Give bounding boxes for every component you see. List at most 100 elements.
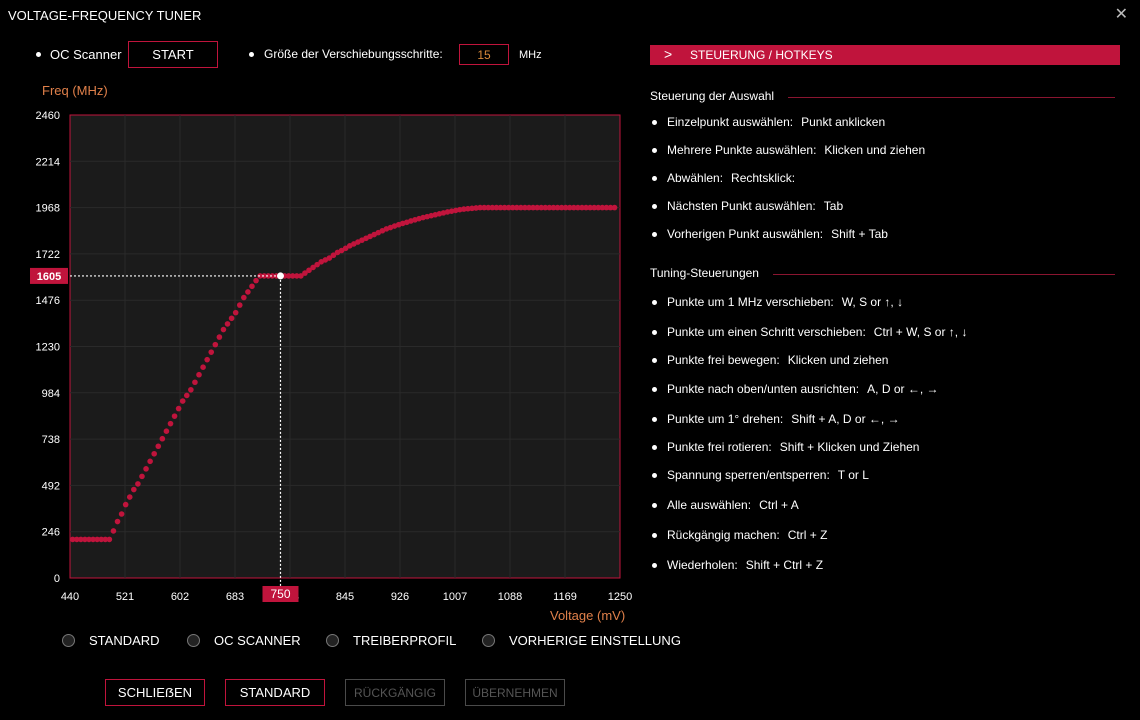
curve-point[interactable]: [249, 283, 255, 290]
curve-point[interactable]: [151, 450, 157, 457]
curve-point[interactable]: [269, 273, 276, 279]
curve-point[interactable]: [78, 536, 84, 543]
curve-point[interactable]: [338, 247, 345, 254]
curve-point[interactable]: [289, 273, 296, 279]
curve-point[interactable]: [587, 204, 593, 211]
curve-point[interactable]: [126, 494, 133, 500]
curve-point[interactable]: [224, 321, 231, 327]
curve-point[interactable]: [505, 204, 512, 211]
curve-point[interactable]: [530, 204, 536, 211]
curve-point[interactable]: [550, 204, 557, 211]
curve-point[interactable]: [497, 204, 504, 211]
curve-point[interactable]: [241, 294, 247, 301]
curve-point[interactable]: [179, 398, 186, 404]
curve-point[interactable]: [86, 536, 92, 543]
curve-point[interactable]: [469, 205, 475, 212]
preset-radio[interactable]: [326, 634, 339, 647]
curve-point[interactable]: [159, 435, 166, 442]
preset-radio[interactable]: [187, 634, 200, 647]
curve-point[interactable]: [298, 273, 304, 279]
curve-point[interactable]: [265, 273, 272, 279]
curve-point[interactable]: [106, 536, 113, 543]
curve-point[interactable]: [183, 392, 190, 399]
curve-point[interactable]: [330, 252, 337, 259]
curve-point[interactable]: [326, 255, 333, 261]
curve-point[interactable]: [481, 204, 487, 211]
curve-point[interactable]: [485, 204, 492, 211]
curve-point[interactable]: [122, 501, 129, 508]
curve-point[interactable]: [135, 481, 141, 487]
curve-point[interactable]: [196, 371, 202, 378]
curve-point[interactable]: [236, 302, 243, 308]
hotkeys-panel-header[interactable]: > STEUERUNG / HOTKEYS: [650, 45, 1120, 65]
curve-point[interactable]: [245, 289, 251, 295]
curve-point[interactable]: [253, 277, 259, 284]
curve-point[interactable]: [546, 204, 553, 211]
close-icon[interactable]: ✕: [1114, 6, 1128, 23]
curve-point[interactable]: [465, 205, 471, 212]
curve-point[interactable]: [90, 536, 96, 543]
curve-point[interactable]: [558, 204, 565, 211]
curve-point[interactable]: [501, 204, 508, 211]
curve-point[interactable]: [493, 204, 500, 211]
curve-point[interactable]: [257, 273, 263, 279]
curve-point[interactable]: [163, 428, 170, 434]
curve-point[interactable]: [342, 245, 349, 252]
curve-point[interactable]: [473, 205, 479, 211]
curve-point[interactable]: [204, 356, 210, 363]
curve-point[interactable]: [522, 204, 528, 211]
curve-point[interactable]: [599, 204, 606, 211]
preset-label[interactable]: TREIBERPROFIL: [353, 633, 457, 648]
curve-point[interactable]: [131, 486, 137, 493]
curve-point[interactable]: [110, 528, 117, 534]
selected-point[interactable]: [276, 272, 284, 280]
curve-point[interactable]: [571, 204, 577, 211]
step-size-input[interactable]: 15: [459, 44, 509, 65]
curve-point[interactable]: [477, 204, 483, 211]
curve-point[interactable]: [526, 204, 532, 211]
curve-point[interactable]: [192, 379, 198, 386]
curve-point[interactable]: [200, 364, 206, 371]
curve-point[interactable]: [293, 273, 300, 279]
curve-point[interactable]: [212, 341, 219, 348]
curve-point[interactable]: [114, 518, 121, 525]
curve-point[interactable]: [509, 204, 516, 211]
curve-point[interactable]: [518, 204, 524, 211]
curve-point[interactable]: [611, 204, 618, 211]
curve-point[interactable]: [579, 204, 585, 211]
curve-point[interactable]: [583, 204, 589, 211]
curve-point[interactable]: [98, 536, 105, 543]
preset-radio[interactable]: [62, 634, 75, 647]
curve-point[interactable]: [82, 536, 88, 543]
curve-point[interactable]: [534, 204, 540, 211]
curve-point[interactable]: [562, 204, 569, 211]
curve-point[interactable]: [208, 349, 215, 355]
curve-point[interactable]: [554, 204, 561, 211]
curve-point[interactable]: [302, 270, 308, 276]
curve-point[interactable]: [566, 204, 573, 211]
curve-point[interactable]: [306, 267, 312, 274]
preset-label[interactable]: STANDARD: [89, 633, 160, 648]
curve-point[interactable]: [94, 536, 100, 543]
curve-point[interactable]: [607, 204, 614, 211]
curve-point[interactable]: [73, 536, 80, 543]
curve-point[interactable]: [139, 473, 145, 480]
curve-point[interactable]: [220, 326, 227, 333]
apply-button[interactable]: ÜBERNEHMEN: [465, 679, 565, 706]
curve-point[interactable]: [575, 204, 581, 211]
curve-point[interactable]: [591, 204, 597, 211]
curve-point[interactable]: [538, 204, 545, 211]
preset-label[interactable]: OC SCANNER: [214, 633, 301, 648]
curve-point[interactable]: [314, 261, 320, 268]
default-button[interactable]: STANDARD: [225, 679, 325, 706]
curve-point[interactable]: [175, 405, 182, 412]
curve-point[interactable]: [171, 413, 178, 419]
preset-radio[interactable]: [482, 634, 495, 647]
curve-point[interactable]: [461, 206, 467, 212]
start-button[interactable]: START: [128, 41, 218, 68]
curve-point[interactable]: [542, 204, 549, 211]
curve-point[interactable]: [102, 536, 109, 543]
curve-point[interactable]: [167, 420, 174, 427]
curve-point[interactable]: [155, 443, 162, 450]
